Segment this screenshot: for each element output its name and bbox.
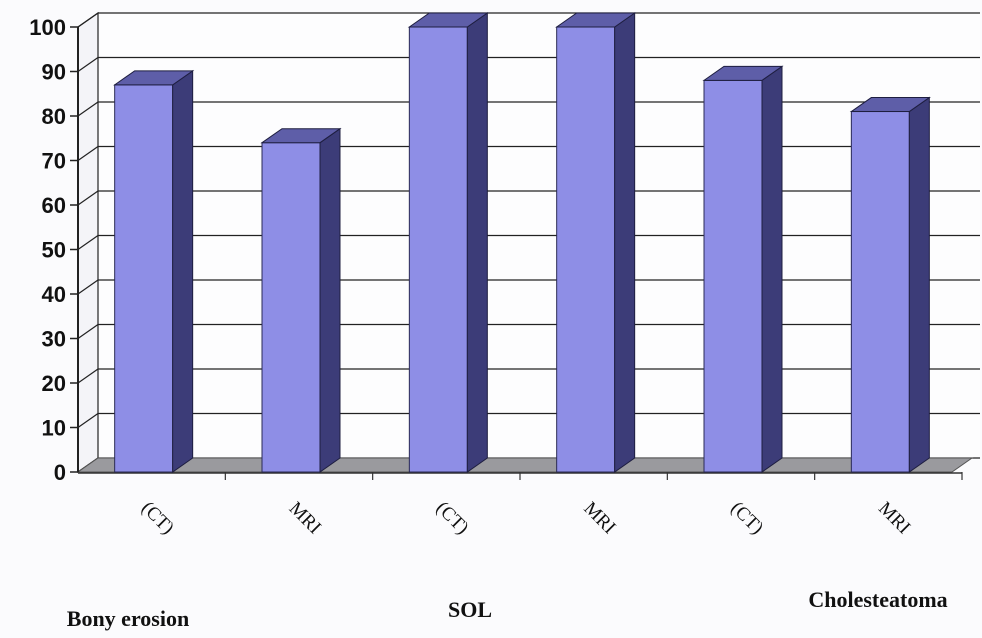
bar <box>555 12 637 473</box>
y-tick-label: 30 <box>42 327 66 352</box>
bar-top <box>260 128 342 144</box>
bar-side <box>908 96 930 473</box>
y-tick-label: 40 <box>42 282 66 307</box>
chart-bars <box>113 12 931 473</box>
bar-side <box>761 65 783 473</box>
gridline <box>77 412 980 428</box>
gridline <box>77 12 980 28</box>
gridline <box>77 234 980 250</box>
x-category-label: (CT) <box>726 498 767 539</box>
bar <box>260 127 342 473</box>
bar-top <box>555 12 637 28</box>
group-labels: Bony erosion SOL Cholesteatoma <box>67 587 948 631</box>
bar-top <box>849 97 931 113</box>
bar-top <box>702 65 784 81</box>
bar <box>702 65 784 473</box>
x-category-label: MRI <box>579 498 619 538</box>
y-tick-label: 80 <box>42 104 66 129</box>
x-category-label: MRI <box>285 498 325 538</box>
x-category-label: (CT) <box>432 498 473 539</box>
bar-front <box>850 111 910 473</box>
gridline <box>77 368 980 384</box>
gridline <box>77 279 980 295</box>
gridline <box>77 145 980 161</box>
bar-front <box>261 142 321 473</box>
bar <box>407 12 489 473</box>
y-tick-label: 20 <box>42 371 66 396</box>
bar-front <box>556 26 616 473</box>
chart-floor <box>76 457 974 474</box>
y-tick-label: 50 <box>42 238 66 263</box>
bar-top <box>113 70 195 86</box>
bar-front <box>114 84 174 473</box>
chart-walls <box>77 11 980 474</box>
x-category-label: MRI <box>874 498 914 538</box>
bar-front <box>408 26 468 473</box>
x-category-label: (CT) <box>137 498 178 539</box>
y-axis <box>70 26 79 473</box>
bar-front <box>703 79 763 473</box>
gridline <box>77 323 980 339</box>
gridline <box>77 190 980 206</box>
bar <box>849 96 931 473</box>
bar-side <box>172 69 194 473</box>
gridline <box>77 56 980 72</box>
bar-top <box>407 12 489 28</box>
chart-floor-plane <box>76 457 974 473</box>
y-tick-label: 90 <box>42 60 66 85</box>
y-tick-label: 70 <box>42 149 66 174</box>
bar-side <box>614 12 636 473</box>
y-axis-tick-labels: 0 10 20 30 40 50 60 70 80 90 100 <box>29 15 66 485</box>
gridline <box>77 101 980 117</box>
y-tick-label: 10 <box>42 416 66 441</box>
bar-side <box>466 12 488 473</box>
chart-gridlines <box>77 12 980 473</box>
y-tick-label: 0 <box>54 460 66 485</box>
y-tick-label: 60 <box>42 193 66 218</box>
group-label: SOL <box>448 597 492 622</box>
x-axis-category-labels: (CT) MRI (CT) MRI (CT) MRI <box>137 472 963 539</box>
y-tick-label: 100 <box>29 15 66 40</box>
group-label: Cholesteatoma <box>808 587 947 612</box>
group-label: Bony erosion <box>67 606 189 631</box>
bar-side <box>319 127 341 473</box>
bar <box>113 69 195 473</box>
